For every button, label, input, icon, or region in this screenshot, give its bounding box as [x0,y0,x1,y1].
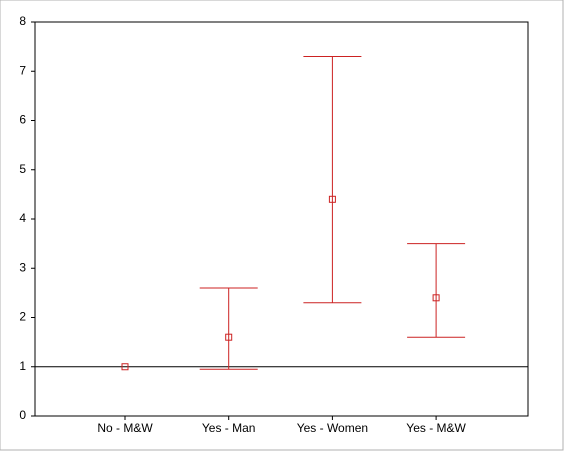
point-marker [432,294,440,302]
y-tick-label: 1 [19,359,26,373]
y-tick-label: 0 [19,408,26,422]
y-tick-label: 4 [19,211,26,225]
y-tick-label: 6 [19,113,26,127]
x-tick-label: Yes - Man [202,421,256,435]
x-tick-label: No - M&W [97,421,153,435]
y-tick-label: 2 [19,310,26,324]
y-tick-label: 3 [19,260,26,274]
x-tick-label: Yes - M&W [406,421,466,435]
x-tick-label: Yes - Women [297,421,368,435]
y-tick-label: 5 [19,162,26,176]
y-tick-label: 8 [19,14,26,28]
y-tick-label: 7 [19,63,26,77]
point-marker [225,333,233,341]
point-marker [121,363,129,371]
point-marker [328,195,336,203]
